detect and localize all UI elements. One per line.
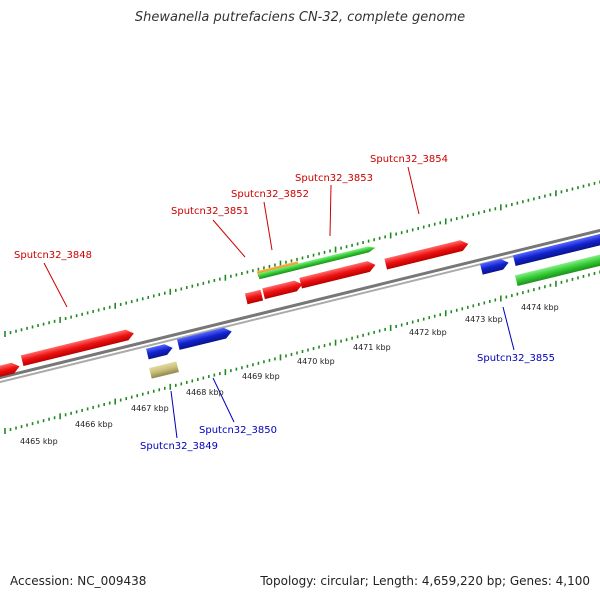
gene-label-sputcn32-3854[interactable]: Sputcn32_3854 bbox=[370, 154, 448, 165]
backbone-bottom bbox=[0, 233, 600, 384]
gene-label-sputcn32-3850[interactable]: Sputcn32_3850 bbox=[199, 425, 277, 436]
backbone-top bbox=[0, 228, 600, 380]
feature-arrow[interactable] bbox=[258, 245, 376, 280]
leader-line bbox=[263, 201, 273, 251]
leader-line bbox=[407, 166, 420, 215]
feature-layer bbox=[0, 233, 600, 379]
feature-arrow[interactable] bbox=[244, 289, 264, 305]
gene-label-sputcn32-3849[interactable]: Sputcn32_3849 bbox=[140, 441, 218, 452]
feature-arrow[interactable] bbox=[512, 233, 600, 267]
leader-line bbox=[329, 184, 332, 237]
kbp-label: 4471 kbp bbox=[353, 343, 391, 352]
kbp-label: 4469 kbp bbox=[242, 372, 280, 381]
feature-arrow[interactable] bbox=[384, 239, 469, 270]
feature-arrow[interactable] bbox=[514, 253, 600, 287]
topology-text: Topology: circular; Length: 4,659,220 bp… bbox=[260, 574, 590, 588]
map-title: Shewanella putrefaciens CN-32, complete … bbox=[134, 10, 466, 25]
gene-label-sputcn32-3852[interactable]: Sputcn32_3852 bbox=[231, 189, 309, 200]
gene-label-sputcn32-3848[interactable]: Sputcn32_3848 bbox=[14, 250, 92, 261]
gene-label-sputcn32-3855[interactable]: Sputcn32_3855 bbox=[477, 353, 555, 364]
leader-line bbox=[502, 306, 515, 351]
feature-arrow[interactable] bbox=[480, 257, 510, 275]
kbp-label: 4470 kbp bbox=[297, 357, 335, 366]
kbp-label: 4473 kbp bbox=[465, 315, 503, 324]
gene-label-sputcn32-3851[interactable]: Sputcn32_3851 bbox=[171, 206, 249, 217]
kbp-label: 4468 kbp bbox=[186, 388, 224, 397]
kbp-label: 4472 kbp bbox=[409, 328, 447, 337]
accession-text: Accession: NC_009438 bbox=[10, 574, 147, 588]
gene-label-sputcn32-3853[interactable]: Sputcn32_3853 bbox=[295, 173, 373, 184]
kbp-label: 4465 kbp bbox=[20, 437, 58, 446]
feature-arrow[interactable] bbox=[299, 259, 376, 289]
leader-line bbox=[212, 219, 246, 258]
leader-line bbox=[43, 262, 68, 308]
feature-arrow[interactable] bbox=[0, 361, 21, 379]
feature-arrow[interactable] bbox=[176, 326, 233, 350]
feature-arrow[interactable] bbox=[149, 361, 179, 379]
kbp-label: 4466 kbp bbox=[75, 420, 113, 429]
kbp-label: 4467 kbp bbox=[131, 404, 169, 413]
leader-line bbox=[170, 390, 178, 439]
feature-arrow[interactable] bbox=[262, 279, 303, 300]
feature-arrow[interactable] bbox=[146, 343, 174, 360]
forward-tick-track bbox=[4, 180, 600, 337]
leader-line bbox=[212, 377, 235, 423]
kbp-label: 4474 kbp bbox=[521, 303, 559, 312]
reverse-tick-track bbox=[4, 270, 600, 434]
feature-arrow[interactable] bbox=[20, 328, 135, 367]
